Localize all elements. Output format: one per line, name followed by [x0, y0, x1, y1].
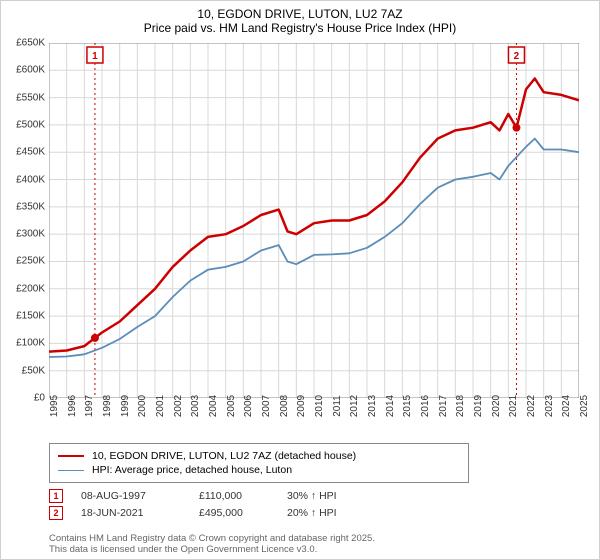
x-tick-label: 2021: [508, 395, 519, 417]
x-tick-label: 2013: [367, 395, 378, 417]
marker-price: £110,000: [199, 490, 269, 502]
x-tick-label: 2000: [137, 395, 148, 417]
x-tick-label: 1996: [67, 395, 78, 417]
legend-row-series1: 10, EGDON DRIVE, LUTON, LU2 7AZ (detache…: [58, 450, 460, 462]
marker-list: 1 08-AUG-1997 £110,000 30% ↑ HPI 2 18-JUN-202…: [49, 486, 579, 523]
y-tick-label: £350K: [16, 201, 45, 212]
svg-text:1: 1: [92, 51, 98, 62]
x-tick-label: 1995: [49, 395, 60, 417]
chart-plot-area: 12: [49, 43, 579, 398]
chart-container: 10, EGDON DRIVE, LUTON, LU2 7AZ Price pa…: [0, 0, 600, 560]
x-tick-label: 2003: [190, 395, 201, 417]
x-tick-label: 2019: [473, 395, 484, 417]
y-axis: £0£50K£100K£150K£200K£250K£300K£350K£400…: [1, 43, 49, 398]
title-line2: Price paid vs. HM Land Registry's House …: [1, 21, 599, 35]
marker-date: 18-JUN-2021: [81, 507, 181, 519]
marker-badge: 2: [49, 506, 63, 520]
x-tick-label: 2020: [491, 395, 502, 417]
x-tick-label: 2001: [155, 395, 166, 417]
x-tick-label: 2023: [544, 395, 555, 417]
x-tick-label: 2014: [385, 395, 396, 417]
x-tick-label: 2010: [314, 395, 325, 417]
marker-row: 2 18-JUN-2021 £495,000 20% ↑ HPI: [49, 506, 579, 520]
x-tick-label: 2018: [455, 395, 466, 417]
y-tick-label: £200K: [16, 283, 45, 294]
y-tick-label: £250K: [16, 256, 45, 267]
y-tick-label: £550K: [16, 92, 45, 103]
x-tick-label: 2006: [243, 395, 254, 417]
marker-date: 08-AUG-1997: [81, 490, 181, 502]
y-tick-label: £600K: [16, 65, 45, 76]
x-tick-label: 2024: [561, 395, 572, 417]
marker-price: £495,000: [199, 507, 269, 519]
y-tick-label: £300K: [16, 229, 45, 240]
x-tick-label: 2015: [402, 395, 413, 417]
legend-label-series1: 10, EGDON DRIVE, LUTON, LU2 7AZ (detache…: [92, 450, 356, 462]
title-line1: 10, EGDON DRIVE, LUTON, LU2 7AZ: [1, 7, 599, 21]
x-tick-label: 2002: [173, 395, 184, 417]
legend-label-series2: HPI: Average price, detached house, Luto…: [92, 464, 292, 476]
y-tick-label: £650K: [16, 38, 45, 49]
footer: Contains HM Land Registry data © Crown c…: [49, 533, 569, 555]
marker-badge: 1: [49, 489, 63, 503]
x-tick-label: 1998: [102, 395, 113, 417]
marker-delta: 30% ↑ HPI: [287, 490, 337, 502]
legend: 10, EGDON DRIVE, LUTON, LU2 7AZ (detache…: [49, 443, 469, 483]
legend-swatch-series1: [58, 455, 84, 457]
x-tick-label: 2007: [261, 395, 272, 417]
x-tick-label: 2004: [208, 395, 219, 417]
chart-svg: 12: [49, 43, 579, 398]
title-block: 10, EGDON DRIVE, LUTON, LU2 7AZ Price pa…: [1, 1, 599, 37]
footer-line2: This data is licensed under the Open Gov…: [49, 544, 569, 555]
x-axis: 1995 1996 1997 1998 1999 2000 2001 2002 2003 2004…: [49, 398, 579, 438]
y-tick-label: £100K: [16, 338, 45, 349]
marker-delta: 20% ↑ HPI: [287, 507, 337, 519]
x-tick-label: 2016: [420, 395, 431, 417]
legend-row-series2: HPI: Average price, detached house, Luto…: [58, 464, 460, 476]
x-tick-label: 2011: [332, 395, 343, 417]
svg-text:2: 2: [514, 51, 520, 62]
x-tick-label: 2022: [526, 395, 537, 417]
x-tick-label: 2017: [438, 395, 449, 417]
y-tick-label: £50K: [22, 365, 45, 376]
y-tick-label: £500K: [16, 119, 45, 130]
x-tick-label: 2005: [226, 395, 237, 417]
x-tick-label: 1999: [120, 395, 131, 417]
footer-line1: Contains HM Land Registry data © Crown c…: [49, 533, 569, 544]
x-tick-label: 1997: [84, 395, 95, 417]
x-tick-label: 2012: [349, 395, 360, 417]
y-tick-label: £400K: [16, 174, 45, 185]
y-tick-label: £450K: [16, 147, 45, 158]
x-tick-label: 2009: [296, 395, 307, 417]
marker-row: 1 08-AUG-1997 £110,000 30% ↑ HPI: [49, 489, 579, 503]
legend-swatch-series2: [58, 470, 84, 471]
y-tick-label: £0: [34, 393, 45, 404]
x-tick-label: 2025: [579, 395, 590, 417]
y-tick-label: £150K: [16, 311, 45, 322]
x-tick-label: 2008: [279, 395, 290, 417]
